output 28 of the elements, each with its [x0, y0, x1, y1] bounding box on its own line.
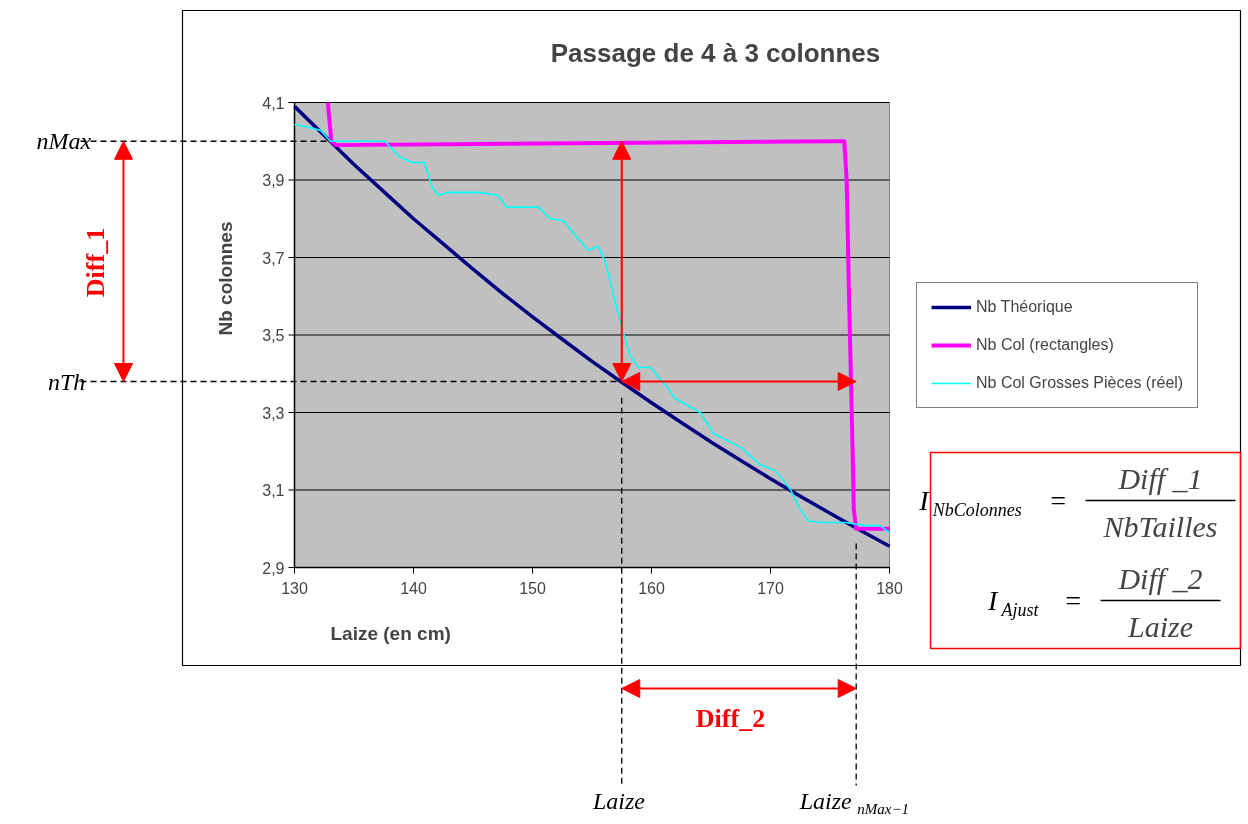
- ref-line-label: Laize: [591, 787, 646, 814]
- x-tick-label: 130: [281, 579, 308, 597]
- x-tick-label: 180: [876, 579, 903, 597]
- ref-line-label: nMax: [36, 128, 92, 155]
- y-tick-label: 3,1: [262, 482, 285, 499]
- text: Laize: [1127, 610, 1194, 643]
- x-tick-label: 160: [638, 579, 665, 597]
- legend-label: Nb Théorique: [976, 298, 1073, 316]
- chart-title: Passage de 4 à 3 colonnes: [550, 37, 881, 68]
- x-tick-label: 140: [400, 579, 427, 597]
- text: Diff_2: [695, 704, 766, 733]
- text: Diff_1: [81, 227, 110, 298]
- y-tick-label: 3,7: [262, 249, 285, 267]
- ref-line-label: nTh: [47, 368, 86, 395]
- text: Diff _2: [1117, 562, 1203, 595]
- y-axis-title: Nb colonnes: [215, 221, 236, 336]
- text: Diff _1: [1117, 462, 1203, 495]
- y-tick-label: 3,5: [262, 327, 285, 344]
- y-tick-label: 4,1: [262, 94, 285, 112]
- y-tick-label: 2,9: [262, 559, 285, 577]
- y-tick-label: 3,3: [262, 404, 285, 422]
- text: NbTailles: [1102, 510, 1218, 543]
- legend-label: Nb Col Grosses Pièces (réel): [976, 374, 1184, 392]
- x-tick-label: 170: [757, 579, 784, 597]
- y-tick-label: 3,9: [262, 172, 285, 189]
- x-tick-label: 150: [519, 579, 546, 597]
- legend-label: Nb Col (rectangles): [976, 336, 1114, 354]
- x-axis-title: Laize (en cm): [330, 623, 451, 644]
